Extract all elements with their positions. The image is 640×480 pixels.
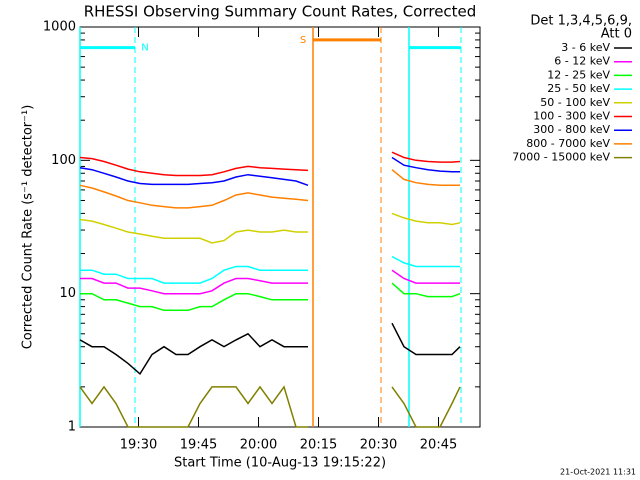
legend-label: 50 - 100 keV xyxy=(540,96,610,109)
interval-label: S xyxy=(300,35,306,46)
legend-label: 300 - 800 keV xyxy=(533,123,610,136)
series-line xyxy=(80,269,460,295)
legend-label: 6 - 12 keV xyxy=(554,55,610,68)
legend-label: 7000 - 15000 keV xyxy=(512,151,610,164)
series-line xyxy=(79,169,460,209)
legend-title: Att 0 xyxy=(601,27,632,42)
y-tick-label: 100 xyxy=(51,153,76,168)
y-tick-label: 1 xyxy=(68,420,76,435)
legend-title: Det 1,3,4,5,6,9, xyxy=(530,14,632,29)
x-tick-label: 20:45 xyxy=(420,438,457,453)
x-axis-label: Start Time (10-Aug-13 19:15:22) xyxy=(174,456,386,471)
series-line xyxy=(80,282,461,312)
legend-label: 12 - 25 keV xyxy=(547,68,610,81)
x-tick-label: 20:00 xyxy=(240,438,277,453)
x-tick-label: 20:30 xyxy=(360,438,397,453)
interval-label: N xyxy=(141,43,148,54)
legend-label: 25 - 50 keV xyxy=(547,82,610,95)
legend-label: 100 - 300 keV xyxy=(533,110,610,123)
x-tick-label: 20:15 xyxy=(300,438,337,453)
legend-label: 3 - 6 keV xyxy=(561,41,610,54)
series-line xyxy=(79,151,461,177)
footer: 21-Oct-2021 11:31 xyxy=(560,468,636,477)
chart-title: RHESSI Observing Summary Count Rates, Co… xyxy=(84,3,477,21)
y-tick-label: 1000 xyxy=(43,20,76,35)
series-line xyxy=(79,322,461,376)
series-line xyxy=(79,156,460,187)
series-line xyxy=(79,212,461,244)
series-line xyxy=(79,385,461,428)
series-line xyxy=(80,255,460,284)
legend-label: 800 - 7000 keV xyxy=(526,137,610,150)
y-tick-label: 10 xyxy=(59,286,76,301)
y-axis-label: Corrected Count Rate (s⁻¹ detector⁻¹) xyxy=(21,105,36,350)
x-tick-label: 19:45 xyxy=(180,438,217,453)
x-tick-label: 19:30 xyxy=(120,438,157,453)
